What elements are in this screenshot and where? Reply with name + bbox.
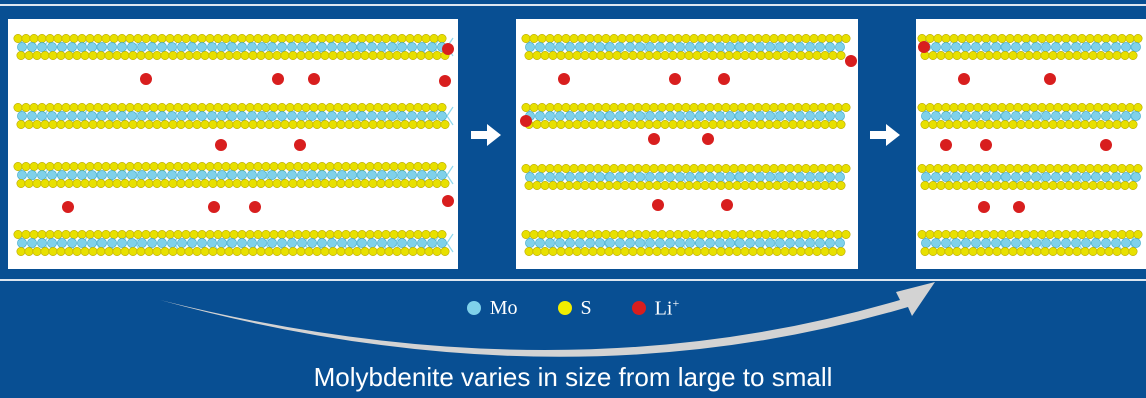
mos2-layer: [521, 230, 851, 257]
right-arrow-icon: [471, 124, 501, 146]
mos2-layer: [521, 164, 851, 191]
mos2-layer: [13, 34, 454, 60]
legend: Mo S Li+: [0, 293, 1146, 323]
caption: Molybdenite varies in size from large to…: [313, 362, 833, 392]
li-ion: [215, 139, 227, 151]
li-ion-icon: [631, 301, 646, 315]
mo-atom-icon: [466, 301, 481, 315]
li-ion: [980, 139, 992, 151]
top-divider: [0, 4, 1146, 6]
medium-crystal-structure: [520, 34, 857, 257]
mos2-layer: [13, 230, 454, 257]
li-ion: [652, 199, 664, 211]
large-crystal-structure: [13, 34, 454, 257]
small-crystal-structure: [917, 34, 1143, 257]
mos2-layer: [521, 103, 851, 130]
li-ion: [918, 41, 930, 53]
li-ion: [208, 201, 220, 213]
li-ion: [272, 73, 284, 85]
mos2-layer: [521, 34, 851, 60]
li-ion: [558, 73, 570, 85]
panel-large-crystal: [8, 19, 458, 269]
li-ion: [308, 73, 320, 85]
li-ion: [845, 55, 857, 67]
panel-medium-crystal: [516, 19, 858, 269]
legend-label-li: Li+: [654, 295, 680, 320]
li-ion: [718, 73, 730, 85]
legend-item-li: Li+: [631, 295, 680, 321]
panel-small-crystal: [916, 19, 1146, 269]
mos2-layer: [917, 230, 1143, 257]
legend-item-s: S: [557, 296, 592, 320]
right-arrow-icon: [870, 124, 900, 146]
mos2-layer: [917, 164, 1143, 191]
li-ion: [520, 115, 532, 127]
li-ion: [978, 201, 990, 213]
li-ion: [62, 201, 74, 213]
li-ion: [1100, 139, 1112, 151]
mos2-layer: [13, 103, 454, 130]
mos2-layer: [917, 34, 1143, 60]
mos2-layer: [13, 162, 454, 189]
li-ion: [1044, 73, 1056, 85]
li-ion: [669, 73, 681, 85]
mos2-layer: [917, 103, 1143, 130]
bottom-divider: [0, 279, 1146, 281]
legend-label-s: S: [580, 296, 592, 319]
li-ion: [442, 43, 454, 55]
li-ion: [140, 73, 152, 85]
li-ion: [294, 139, 306, 151]
li-ion: [648, 133, 660, 145]
legend-item-mo: Mo: [466, 296, 518, 320]
li-ion: [721, 199, 733, 211]
li-ion: [940, 139, 952, 151]
legend-label-mo: Mo: [489, 296, 518, 319]
li-ion: [958, 73, 970, 85]
li-ion: [249, 201, 261, 213]
li-ion: [439, 75, 451, 87]
li-ion: [442, 195, 454, 207]
s-atom-icon: [557, 301, 572, 315]
li-ion: [1013, 201, 1025, 213]
li-ion: [702, 133, 714, 145]
